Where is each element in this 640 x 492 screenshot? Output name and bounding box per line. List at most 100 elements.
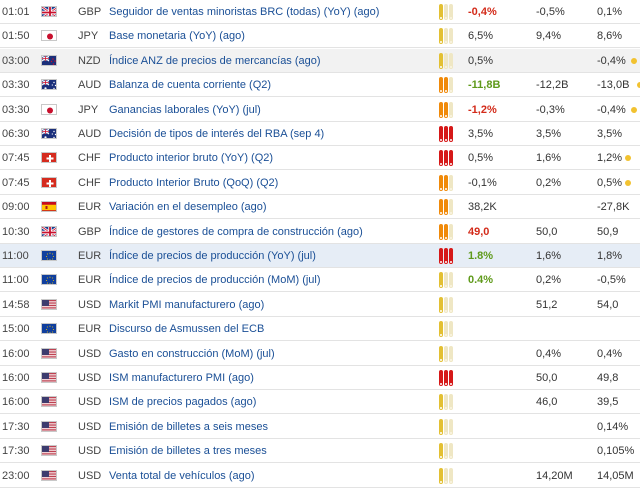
importance-bar-icon <box>449 296 453 313</box>
event-name-link[interactable]: Emisión de billetes a seis meses <box>109 420 268 433</box>
actual-value: 0.4% <box>468 274 494 287</box>
event-row[interactable]: 03:00 NZD Índice ANZ de precios de mercanc… <box>0 48 640 73</box>
actual-value: 3,5% <box>468 128 494 140</box>
event-name-link[interactable]: Índice de precios de producción (YoY) (j… <box>109 250 316 262</box>
forecast-value: 46,0 <box>536 396 558 409</box>
event-row[interactable]: 16:00 USD Gasto en construcción (MoM) (jul… <box>0 342 640 366</box>
event-time: 03:30 <box>2 79 30 92</box>
importance-bar-icon <box>444 28 448 45</box>
event-currency: GBP <box>78 6 102 18</box>
event-name-link[interactable]: Gasto en construcción (MoM) (jul) <box>109 347 275 360</box>
previous-value: 50,9 <box>597 225 619 238</box>
event-currency: USD <box>78 445 102 458</box>
importance-bar-icon <box>444 77 448 94</box>
event-row[interactable]: 10:30 GBP Índice de gestores de compra de … <box>0 220 640 244</box>
importance-indicator <box>439 321 453 338</box>
event-row[interactable]: 11:00 EUR Índice de precios de producción … <box>0 244 640 268</box>
spain-flag-icon <box>41 201 57 213</box>
event-name-link[interactable]: Venta total de vehículos (ago) <box>109 469 255 482</box>
event-currency: USD <box>78 347 102 360</box>
event-name-link[interactable]: Markit PMI manufacturero (ago) <box>109 298 265 311</box>
event-name-link[interactable]: Variación en el desempleo (ago) <box>109 201 267 214</box>
importance-bar-icon <box>444 467 448 484</box>
importance-bar-icon <box>439 223 443 240</box>
importance-bar-icon <box>439 418 443 435</box>
event-name-link[interactable]: Emisión de billetes a tres meses <box>109 445 267 458</box>
event-name-link[interactable]: Índice de precios de producción (MoM) (j… <box>109 274 321 287</box>
event-time: 03:30 <box>2 103 30 116</box>
importance-bar-icon <box>449 28 453 45</box>
importance-bar-icon <box>439 174 443 191</box>
forecast-value: 51,2 <box>536 298 558 311</box>
importance-indicator <box>439 467 453 484</box>
event-currency: CHF <box>78 152 101 165</box>
actual-value: -0,1% <box>468 176 497 189</box>
event-row[interactable]: 09:00 EUR Variación en el desempleo (ago) 3… <box>0 195 640 220</box>
event-row[interactable]: 16:00 USD ISM de precios pagados (ago) 46,0… <box>0 390 640 415</box>
event-name-link[interactable]: Ganancias laborales (YoY) (jul) <box>109 103 261 116</box>
usa-flag-icon <box>41 298 57 310</box>
event-time: 01:50 <box>2 30 30 43</box>
event-name-link[interactable]: ISM manufacturero PMI (ago) <box>109 372 254 384</box>
importance-bar-icon <box>449 77 453 94</box>
event-row[interactable]: 17:30 USD Emisión de billetes a seis meses… <box>0 415 640 439</box>
importance-bar-icon <box>444 199 448 216</box>
importance-bar-icon <box>444 394 448 411</box>
event-name-link[interactable]: Base monetaria (YoY) (ago) <box>109 30 245 43</box>
importance-indicator <box>439 370 453 386</box>
event-row[interactable]: 03:30 AUD Balanza de cuenta corriente (Q2)… <box>0 73 640 98</box>
event-row[interactable]: 16:00 USD ISM manufacturero PMI (ago) 50,0 4… <box>0 366 640 390</box>
importance-indicator <box>439 272 453 289</box>
importance-bar-icon <box>449 370 453 386</box>
event-row[interactable]: 07:45 CHF Producto interior bruto (YoY) (Q… <box>0 146 640 171</box>
event-currency: USD <box>78 469 102 482</box>
importance-bar-icon <box>449 443 453 460</box>
event-row[interactable]: 06:30 AUD Decisión de tipos de interés del… <box>0 122 640 146</box>
importance-bar-icon <box>449 467 453 484</box>
forecast-value: 0,4% <box>536 347 562 360</box>
event-name-link[interactable]: ISM de precios pagados (ago) <box>109 396 257 409</box>
event-time: 11:00 <box>2 250 29 262</box>
eu-flag-icon <box>41 274 57 286</box>
forecast-value: 3,5% <box>536 128 562 140</box>
event-name-link[interactable]: Índice de gestores de compra de construc… <box>109 225 363 238</box>
event-name-link[interactable]: Balanza de cuenta corriente (Q2) <box>109 79 272 92</box>
event-row[interactable]: 07:45 CHF Producto Interior Bruto (QoQ) (Q… <box>0 171 640 195</box>
event-name-link[interactable]: Producto interior bruto (YoY) (Q2) <box>109 152 274 165</box>
event-name-link[interactable]: Producto Interior Bruto (QoQ) (Q2) <box>109 176 279 189</box>
importance-bar-icon <box>444 101 448 118</box>
eu-flag-icon <box>41 323 57 335</box>
importance-bar-icon <box>439 77 443 94</box>
event-name-link[interactable]: Índice ANZ de precios de mercancías (ago… <box>109 54 321 67</box>
previous-value: 8,6% <box>597 30 623 43</box>
importance-bar-icon <box>444 248 448 264</box>
previous-value: 1,2% <box>597 152 623 165</box>
event-row[interactable]: 03:30 JPY Ganancias laborales (YoY) (jul) -… <box>0 98 640 122</box>
previous-value: -13,0B <box>597 79 630 92</box>
event-name-link[interactable]: Decisión de tipos de interés del RBA (se… <box>109 128 325 140</box>
event-row[interactable]: 17:30 USD Emisión de billetes a tres meses… <box>0 439 640 464</box>
japan-flag-icon <box>41 30 57 42</box>
event-row[interactable]: 01:50 JPY Base monetaria (YoY) (ago) 6,5% 9,… <box>0 24 640 49</box>
importance-indicator <box>439 248 453 264</box>
event-name-link[interactable]: Seguidor de ventas minoristas BRC (todas… <box>109 6 380 18</box>
previous-value: 49,8 <box>597 372 619 384</box>
forecast-value: 50,0 <box>536 372 558 384</box>
event-row[interactable]: 15:00 EUR Discurso de Asmussen del ECB <box>0 317 640 342</box>
importance-bar-icon <box>444 418 448 435</box>
eu-flag-icon <box>41 250 57 261</box>
revised-indicator-icon <box>624 179 631 186</box>
event-currency: EUR <box>78 274 102 287</box>
event-currency: USD <box>78 372 102 384</box>
revised-indicator-icon <box>631 106 637 113</box>
previous-value: 39,5 <box>597 396 619 409</box>
event-row[interactable]: 14:58 USD Markit PMI manufacturero (ago) 51… <box>0 293 640 317</box>
event-row[interactable]: 01:01 GBP Seguidor de ventas minoristas BR… <box>0 0 640 24</box>
event-time: 16:00 <box>2 372 30 384</box>
event-name-link[interactable]: Discurso de Asmussen del ECB <box>109 323 265 336</box>
event-row[interactable]: 23:00 USD Venta total de vehículos (ago) 14… <box>0 464 640 488</box>
event-row[interactable]: 11:00 EUR Índice de precios de producción … <box>0 268 640 293</box>
event-time: 23:00 <box>2 469 30 482</box>
event-time: 11:00 <box>2 274 29 287</box>
importance-bar-icon <box>439 272 443 289</box>
